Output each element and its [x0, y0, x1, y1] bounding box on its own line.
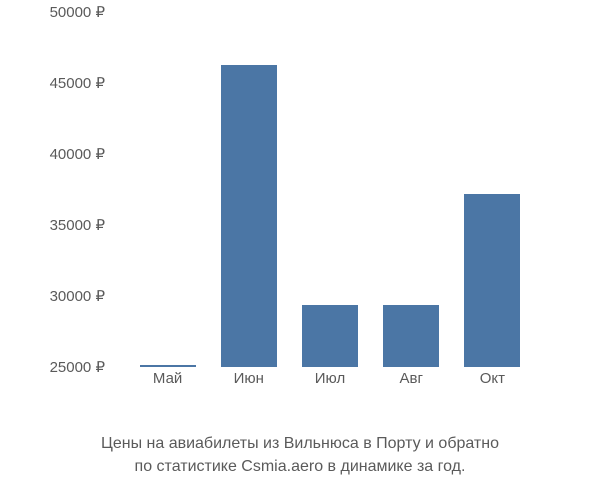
bar-slot — [208, 12, 289, 367]
bar-jun — [221, 65, 277, 367]
x-tick-jun: Июн — [208, 370, 289, 400]
y-tick-30000: 30000 ₽ — [50, 287, 105, 305]
y-tick-40000: 40000 ₽ — [50, 145, 105, 163]
caption-line-2: по статистике Csmia.aero в динамике за г… — [0, 455, 600, 478]
plot-area — [115, 12, 545, 367]
y-axis: 50000 ₽ 45000 ₽ 40000 ₽ 35000 ₽ 30000 ₽ … — [20, 12, 115, 367]
x-axis: Май Июн Июл Авг Окт — [115, 370, 545, 400]
x-tick-jul: Июл — [289, 370, 370, 400]
x-tick-oct: Окт — [452, 370, 533, 400]
chart-caption: Цены на авиабилеты из Вильнюса в Порту и… — [0, 432, 600, 478]
bar-may — [140, 365, 196, 367]
bar-aug — [383, 305, 439, 367]
caption-line-1: Цены на авиабилеты из Вильнюса в Порту и… — [0, 432, 600, 455]
x-tick-may: Май — [127, 370, 208, 400]
bar-jul — [302, 305, 358, 367]
y-tick-25000: 25000 ₽ — [50, 358, 105, 376]
bar-slot — [371, 12, 452, 367]
bar-slot — [127, 12, 208, 367]
y-tick-35000: 35000 ₽ — [50, 216, 105, 234]
price-chart: 50000 ₽ 45000 ₽ 40000 ₽ 35000 ₽ 30000 ₽ … — [20, 12, 580, 412]
bar-oct — [464, 194, 520, 367]
bars — [115, 12, 545, 367]
x-tick-aug: Авг — [371, 370, 452, 400]
bar-slot — [452, 12, 533, 367]
bar-slot — [289, 12, 370, 367]
y-tick-50000: 50000 ₽ — [50, 3, 105, 21]
y-tick-45000: 45000 ₽ — [50, 74, 105, 92]
